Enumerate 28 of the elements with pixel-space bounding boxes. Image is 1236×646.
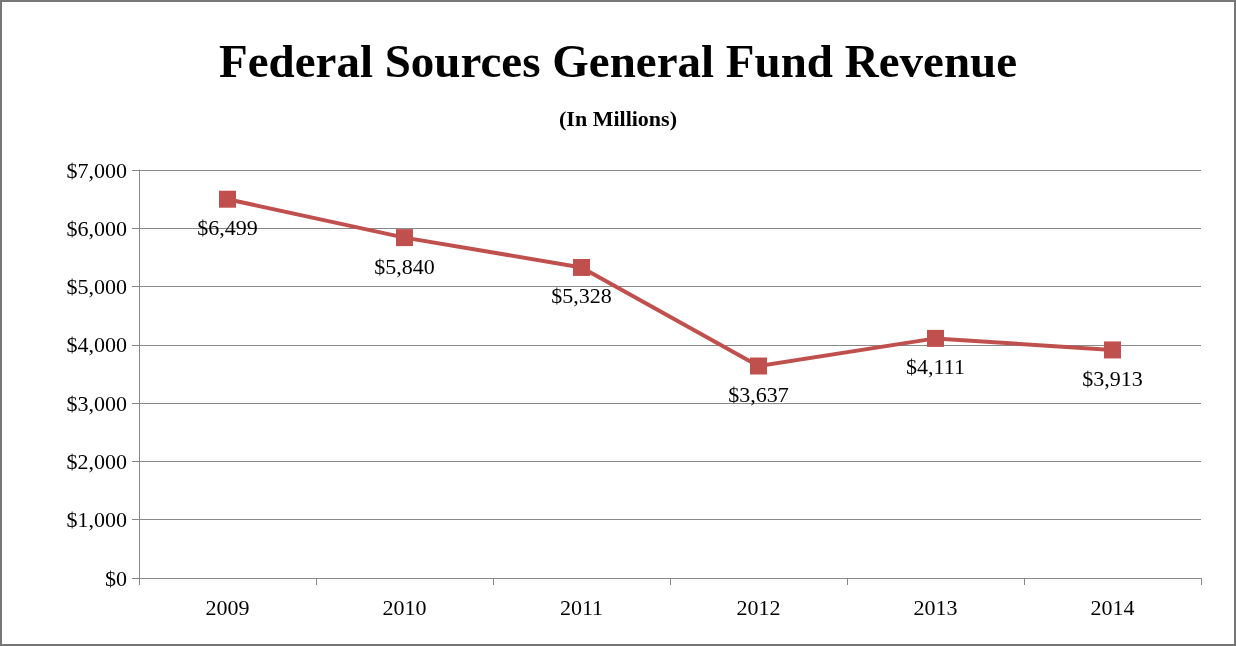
chart-subtitle: (In Millions) [559, 105, 677, 131]
point [927, 329, 944, 347]
y-tick-label: $7,000 [66, 157, 127, 183]
data-label: $5,328 [551, 283, 612, 309]
y-tick-label: $1,000 [66, 507, 127, 533]
data-label: $6,499 [197, 215, 258, 241]
y-tick-label: $4,000 [66, 332, 127, 358]
point [573, 258, 590, 276]
point [219, 190, 236, 208]
x-tick-label: 2009 [205, 594, 250, 620]
x-tick-label: 2013 [913, 594, 958, 620]
chart-title: Federal Sources General Fund Revenue [218, 34, 1018, 87]
data-label: $3,637 [728, 382, 789, 408]
x-tick-label: 2014 [1090, 594, 1135, 620]
y-tick-label: $3,000 [66, 390, 127, 416]
point [396, 229, 413, 247]
data-label: $5,840 [374, 253, 435, 279]
x-tick-label: 2012 [736, 594, 781, 620]
y-tick-label: $0 [105, 565, 127, 591]
point [1104, 341, 1121, 359]
data-label: $3,913 [1082, 365, 1143, 391]
x-tick-label: 2010 [382, 594, 427, 620]
x-tick-label: 2011 [559, 594, 604, 620]
y-tick-label: $6,000 [66, 215, 127, 241]
y-tick-label: $2,000 [66, 448, 127, 474]
point [750, 357, 767, 375]
data-label: $4,111 [906, 354, 965, 380]
y-tick-label: $5,000 [66, 274, 127, 300]
